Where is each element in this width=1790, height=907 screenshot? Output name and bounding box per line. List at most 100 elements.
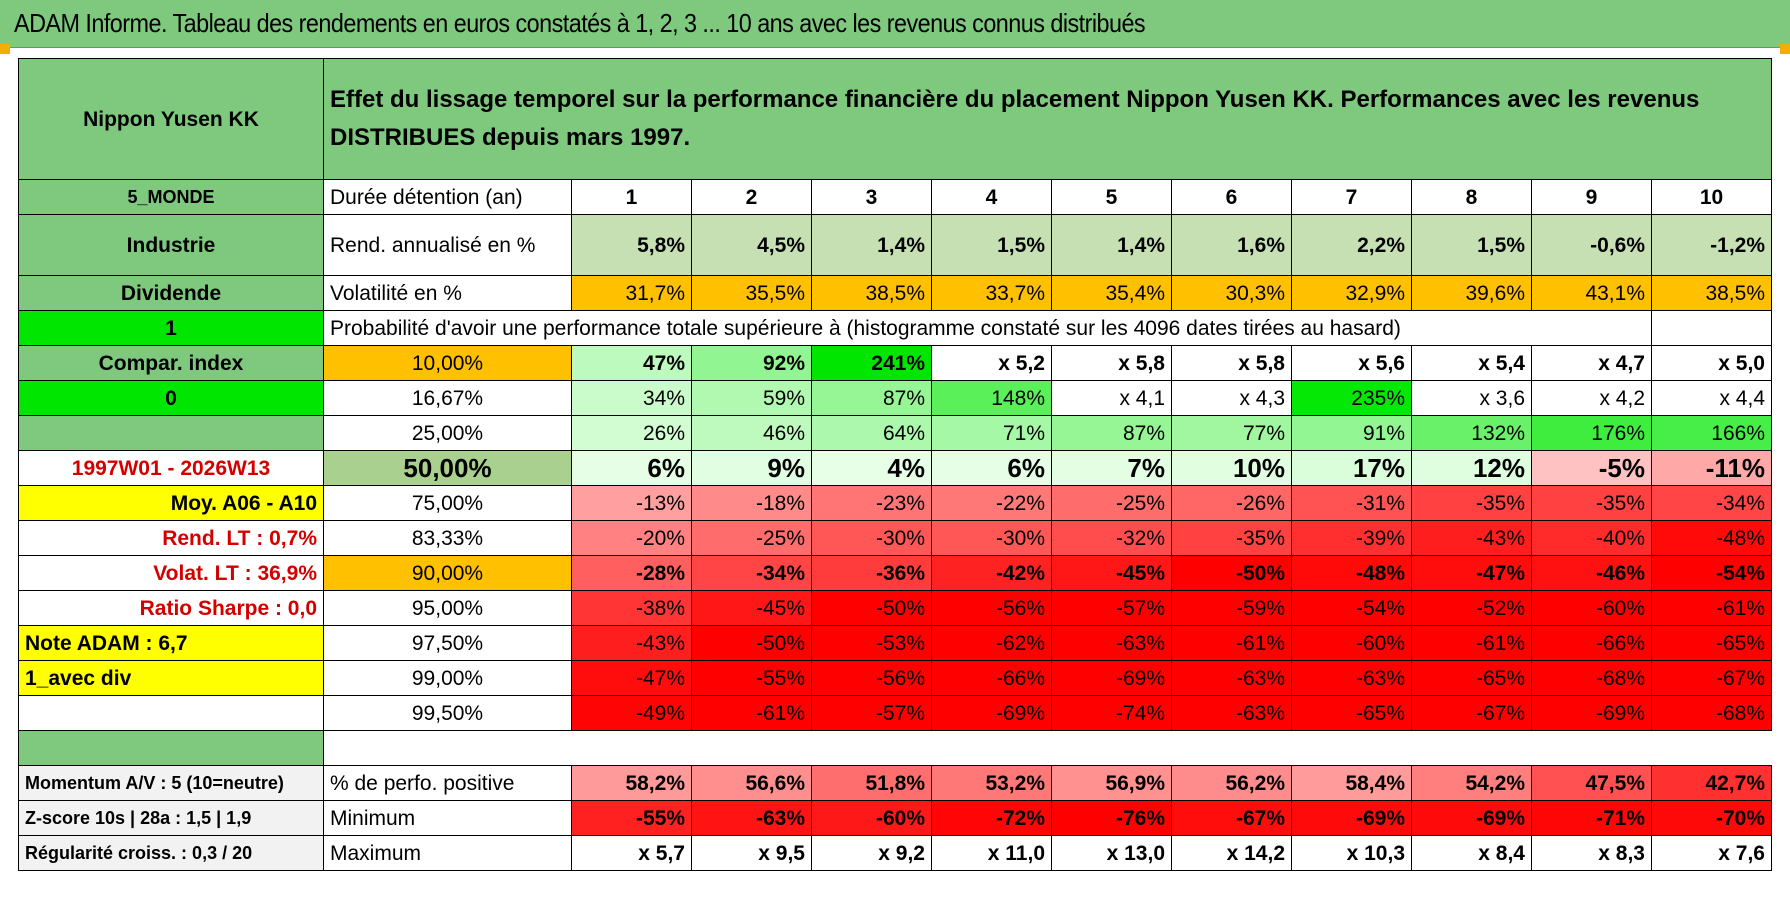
probability-cell: 176%	[1531, 415, 1652, 451]
spacer-cell	[18, 730, 324, 766]
volatility-cell: 39,6%	[1411, 275, 1532, 311]
probability-cell: 77%	[1171, 415, 1292, 451]
return-cell: 4,5%	[691, 214, 812, 276]
probability-cell: -36%	[811, 555, 932, 591]
probability-cell: x 5,8	[1171, 345, 1292, 381]
probability-cell: -53%	[811, 625, 932, 661]
asset-name: Nippon Yusen KK	[18, 58, 324, 180]
probability-cell: 47%	[571, 345, 692, 381]
probability-cell: -67%	[1651, 660, 1772, 696]
probability-cell: -52%	[1411, 590, 1532, 626]
probability-threshold: 10,00%	[323, 345, 572, 381]
probability-threshold: 83,33%	[323, 520, 572, 556]
return-cell: 2,2%	[1291, 214, 1412, 276]
probability-cell: -61%	[1651, 590, 1772, 626]
probability-cell: 132%	[1411, 415, 1532, 451]
sector-label: Industrie	[18, 214, 324, 276]
return-cell: 1,4%	[1051, 214, 1172, 276]
volatility-cell: 35,5%	[691, 275, 812, 311]
probability-cell: -26%	[1171, 485, 1292, 521]
volatility-cell: 43,1%	[1531, 275, 1652, 311]
probability-cell: 12%	[1411, 450, 1532, 486]
probability-cell: -65%	[1651, 625, 1772, 661]
probability-cell: -5%	[1531, 450, 1652, 486]
probability-rows: Compar. index 10,00% 47% 92% 241% x 5,2 x 5,8 x…	[18, 345, 1772, 731]
probability-cell: -48%	[1651, 520, 1772, 556]
maximum-cell: x 8,3	[1531, 835, 1652, 871]
probability-cell: -28%	[571, 555, 692, 591]
return-cell: -0,6%	[1531, 214, 1652, 276]
probability-cell: -30%	[811, 520, 932, 556]
empty-left-cell	[18, 415, 324, 451]
zscore-label: Z-score 10s | 28a : 1,5 | 1,9	[18, 800, 324, 836]
year-header: 2	[691, 179, 812, 215]
probability-cell: -23%	[811, 485, 932, 521]
probability-row: 99,50% -49% -61% -57% -69% -74% -63% -65% -67% -6…	[18, 695, 1772, 731]
probability-cell: 4%	[811, 450, 932, 486]
positive-cell: 51,8%	[811, 765, 932, 801]
probability-cell: -69%	[1531, 695, 1652, 731]
probability-cell: -61%	[691, 695, 812, 731]
maximum-cell: x 13,0	[1051, 835, 1172, 871]
probability-threshold: 16,67%	[323, 380, 572, 416]
probability-cell: -43%	[1411, 520, 1532, 556]
probability-threshold: 99,00%	[323, 660, 572, 696]
probability-cell: 87%	[811, 380, 932, 416]
maximum-cell: x 7,6	[1651, 835, 1772, 871]
probability-cell: 91%	[1291, 415, 1412, 451]
year-header: 4	[931, 179, 1052, 215]
probability-cell: -69%	[1051, 660, 1172, 696]
probability-cell: 92%	[691, 345, 812, 381]
probability-cell: -43%	[571, 625, 692, 661]
maximum-cell: x 11,0	[931, 835, 1052, 871]
probability-cell: -35%	[1411, 485, 1532, 521]
probability-threshold: 75,00%	[323, 485, 572, 521]
volatility-cell: 30,3%	[1171, 275, 1292, 311]
probability-row: 25,00% 26% 46% 64% 71% 87% 77% 91% 132% 176% 166%	[18, 415, 1772, 451]
probability-cell: 6%	[571, 450, 692, 486]
probability-cell: -56%	[931, 590, 1052, 626]
positive-cell: 58,4%	[1291, 765, 1412, 801]
probability-cell: -48%	[1291, 555, 1412, 591]
volatility-cell: 32,9%	[1291, 275, 1412, 311]
probability-row: Ratio Sharpe : 0,0 95,00% -38% -45% -50% -56%…	[18, 590, 1772, 626]
probability-cell: -35%	[1531, 485, 1652, 521]
probability-cell: -68%	[1531, 660, 1652, 696]
probability-threshold: 90,00%	[323, 555, 572, 591]
probability-cell: 6%	[931, 450, 1052, 486]
maximum-cell: x 9,5	[691, 835, 812, 871]
minimum-cell: -76%	[1051, 800, 1172, 836]
year-header: 3	[811, 179, 932, 215]
probability-cell: -60%	[1531, 590, 1652, 626]
year-header: 6	[1171, 179, 1292, 215]
probability-cell: -34%	[1651, 485, 1772, 521]
year-header: 10	[1651, 179, 1772, 215]
volatility-cell: 35,4%	[1051, 275, 1172, 311]
probability-cell: -30%	[931, 520, 1052, 556]
probability-cell: -67%	[1411, 695, 1532, 731]
minimum-cell: -60%	[811, 800, 932, 836]
probability-cell: -59%	[1171, 590, 1292, 626]
minimum-cell: -69%	[1411, 800, 1532, 836]
dividend-label: Dividende	[18, 275, 324, 311]
probability-cell: x 4,1	[1051, 380, 1172, 416]
duration-label: Durée détention (an)	[323, 179, 572, 215]
empty-left-cell	[18, 695, 324, 731]
probability-row: 1997W01 - 2026W13 50,00% 6% 9% 4% 6% 7% 10% 17% 1…	[18, 450, 1772, 486]
compar-index-label: Compar. index	[18, 345, 324, 381]
volatility-cell: 38,5%	[1651, 275, 1772, 311]
probability-cell: -50%	[811, 590, 932, 626]
year-header: 9	[1531, 179, 1652, 215]
maximum-label: Maximum	[323, 835, 572, 871]
probability-cell: -60%	[1291, 625, 1412, 661]
probability-cell: -25%	[691, 520, 812, 556]
probability-cell: x 5,4	[1411, 345, 1532, 381]
positive-cell: 53,2%	[931, 765, 1052, 801]
spacer-row	[323, 730, 1772, 766]
probability-cell: -63%	[1171, 695, 1292, 731]
probability-row: Volat. LT : 36,9% 90,00% -28% -34% -36% -42% -…	[18, 555, 1772, 591]
probability-cell: -66%	[931, 660, 1052, 696]
probability-cell: -61%	[1171, 625, 1292, 661]
probability-cell: x 3,6	[1411, 380, 1532, 416]
probability-cell: -38%	[571, 590, 692, 626]
